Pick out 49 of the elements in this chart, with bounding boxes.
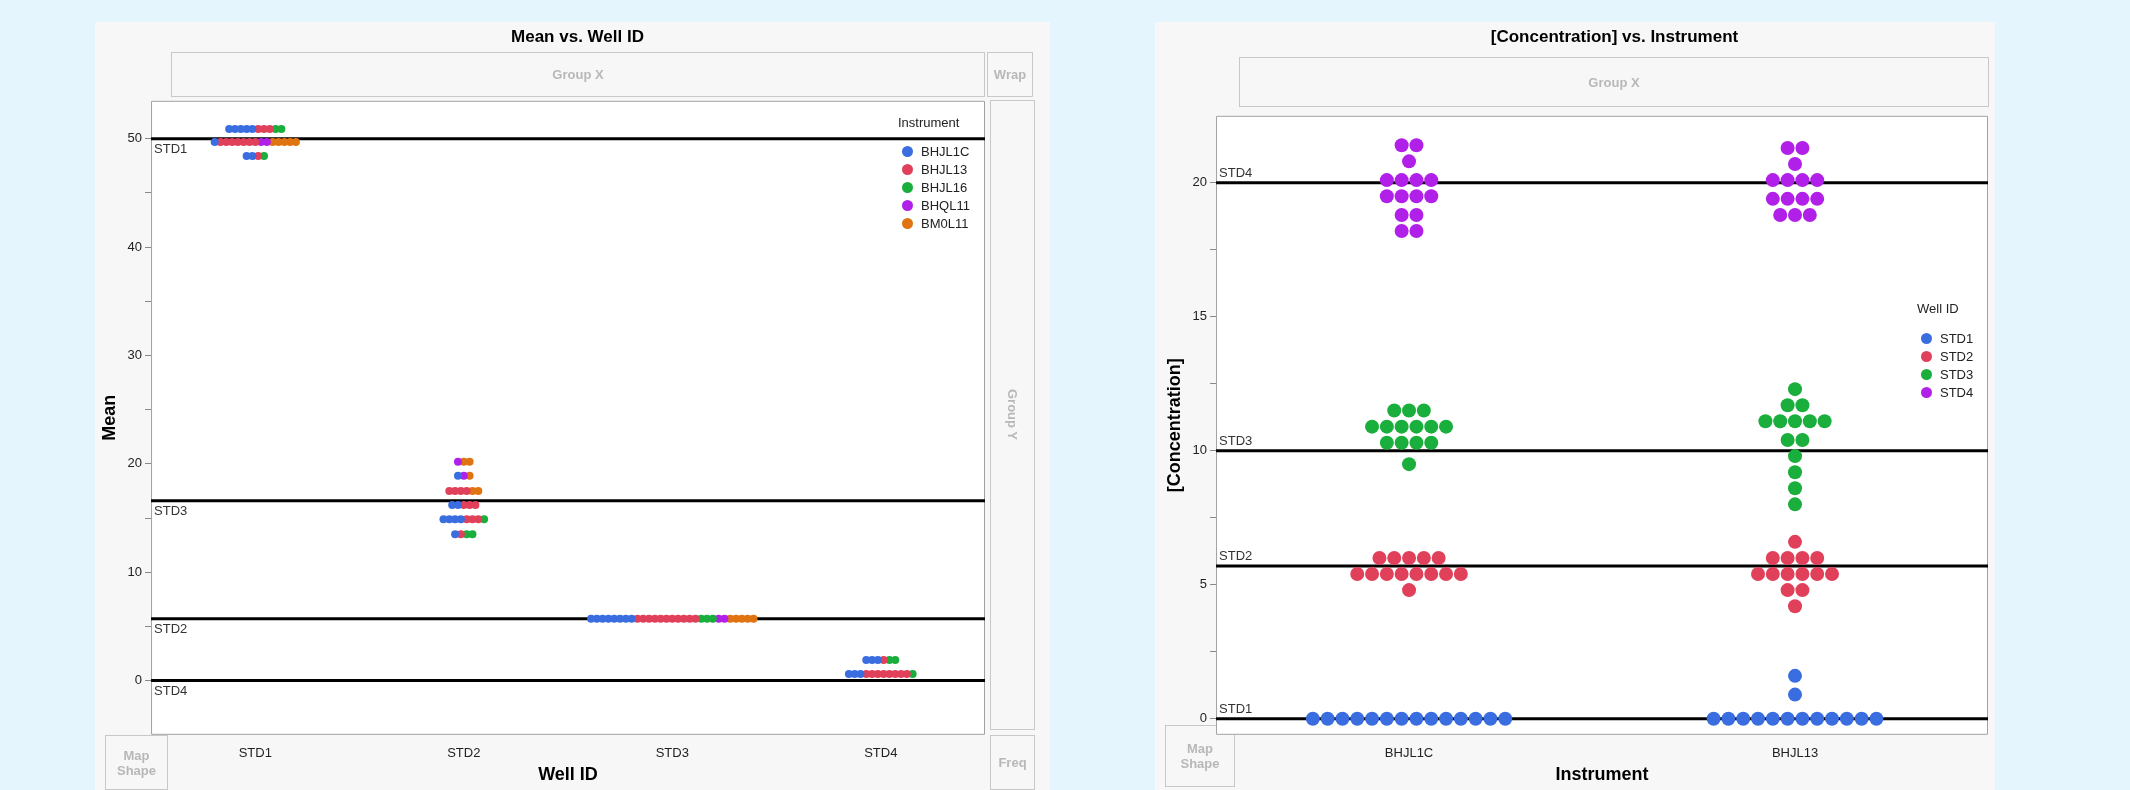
x-tick-label: BHJL13 bbox=[1771, 745, 1819, 761]
y-axis-title: Mean bbox=[98, 394, 119, 441]
legend-title: Instrument bbox=[898, 114, 961, 130]
x-axis-title: Well ID bbox=[538, 764, 598, 785]
legend-title: Well ID bbox=[1917, 301, 1960, 317]
ref-line-label: STD1 bbox=[1219, 700, 1253, 716]
legend-label: STD1 bbox=[1940, 330, 1974, 346]
x-tick-label: STD3 bbox=[655, 745, 689, 761]
drop-zone-box: Group X bbox=[1239, 57, 1989, 107]
y-axis-title: [Concentration] bbox=[1163, 358, 1184, 493]
y-tick-label: 0 bbox=[1199, 710, 1208, 726]
legend-label: BHJL1C bbox=[921, 144, 970, 160]
drop-zone-box: Map Shape bbox=[105, 735, 168, 790]
x-tick-label: STD4 bbox=[864, 745, 898, 761]
x-axis-title: Instrument bbox=[1555, 764, 1649, 785]
legend-label: STD4 bbox=[1940, 384, 1974, 400]
legend-label: STD3 bbox=[1940, 366, 1974, 382]
ref-line-label: STD3 bbox=[1219, 432, 1253, 448]
x-tick-label: STD2 bbox=[447, 745, 481, 761]
y-tick-label: 40 bbox=[127, 238, 143, 254]
y-tick-label: 10 bbox=[1192, 442, 1208, 458]
y-tick-label: 0 bbox=[134, 672, 143, 688]
ref-line-label: STD3 bbox=[154, 502, 188, 518]
drop-zone-box: Group Y bbox=[990, 100, 1035, 730]
x-tick-label: STD1 bbox=[238, 745, 272, 761]
legend-label: STD2 bbox=[1940, 348, 1974, 364]
drop-zone-box: Map Shape bbox=[1165, 725, 1235, 787]
legend-label: BHJL16 bbox=[921, 180, 968, 196]
y-tick-label: 50 bbox=[127, 130, 143, 146]
x-tick-label: BHJL1C bbox=[1384, 745, 1434, 761]
y-tick-label: 20 bbox=[1192, 174, 1208, 190]
y-tick-label: 15 bbox=[1192, 308, 1208, 324]
drop-zone-box: Group X bbox=[171, 52, 985, 97]
legend-label: BHQL11 bbox=[921, 198, 970, 214]
drop-zone-box: Freq bbox=[990, 735, 1035, 790]
legend-label: BHJL13 bbox=[921, 162, 968, 178]
y-tick-label: 5 bbox=[1199, 576, 1208, 592]
ref-line-label: STD1 bbox=[154, 140, 188, 156]
ref-line-label: STD2 bbox=[1219, 548, 1253, 564]
y-tick-label: 20 bbox=[127, 455, 143, 471]
chart-title: Mean vs. Well ID bbox=[510, 26, 645, 48]
y-tick-label: 30 bbox=[127, 347, 143, 363]
drop-zone-box: Wrap bbox=[987, 52, 1033, 97]
y-tick-label: 10 bbox=[127, 563, 143, 579]
ref-line-label: STD4 bbox=[1219, 164, 1253, 180]
ref-line-label: STD4 bbox=[154, 682, 188, 698]
legend-label: BM0L11 bbox=[921, 216, 969, 232]
ref-line-label: STD2 bbox=[154, 620, 188, 636]
chart-title: [Concentration] vs. Instrument bbox=[1489, 26, 1740, 48]
